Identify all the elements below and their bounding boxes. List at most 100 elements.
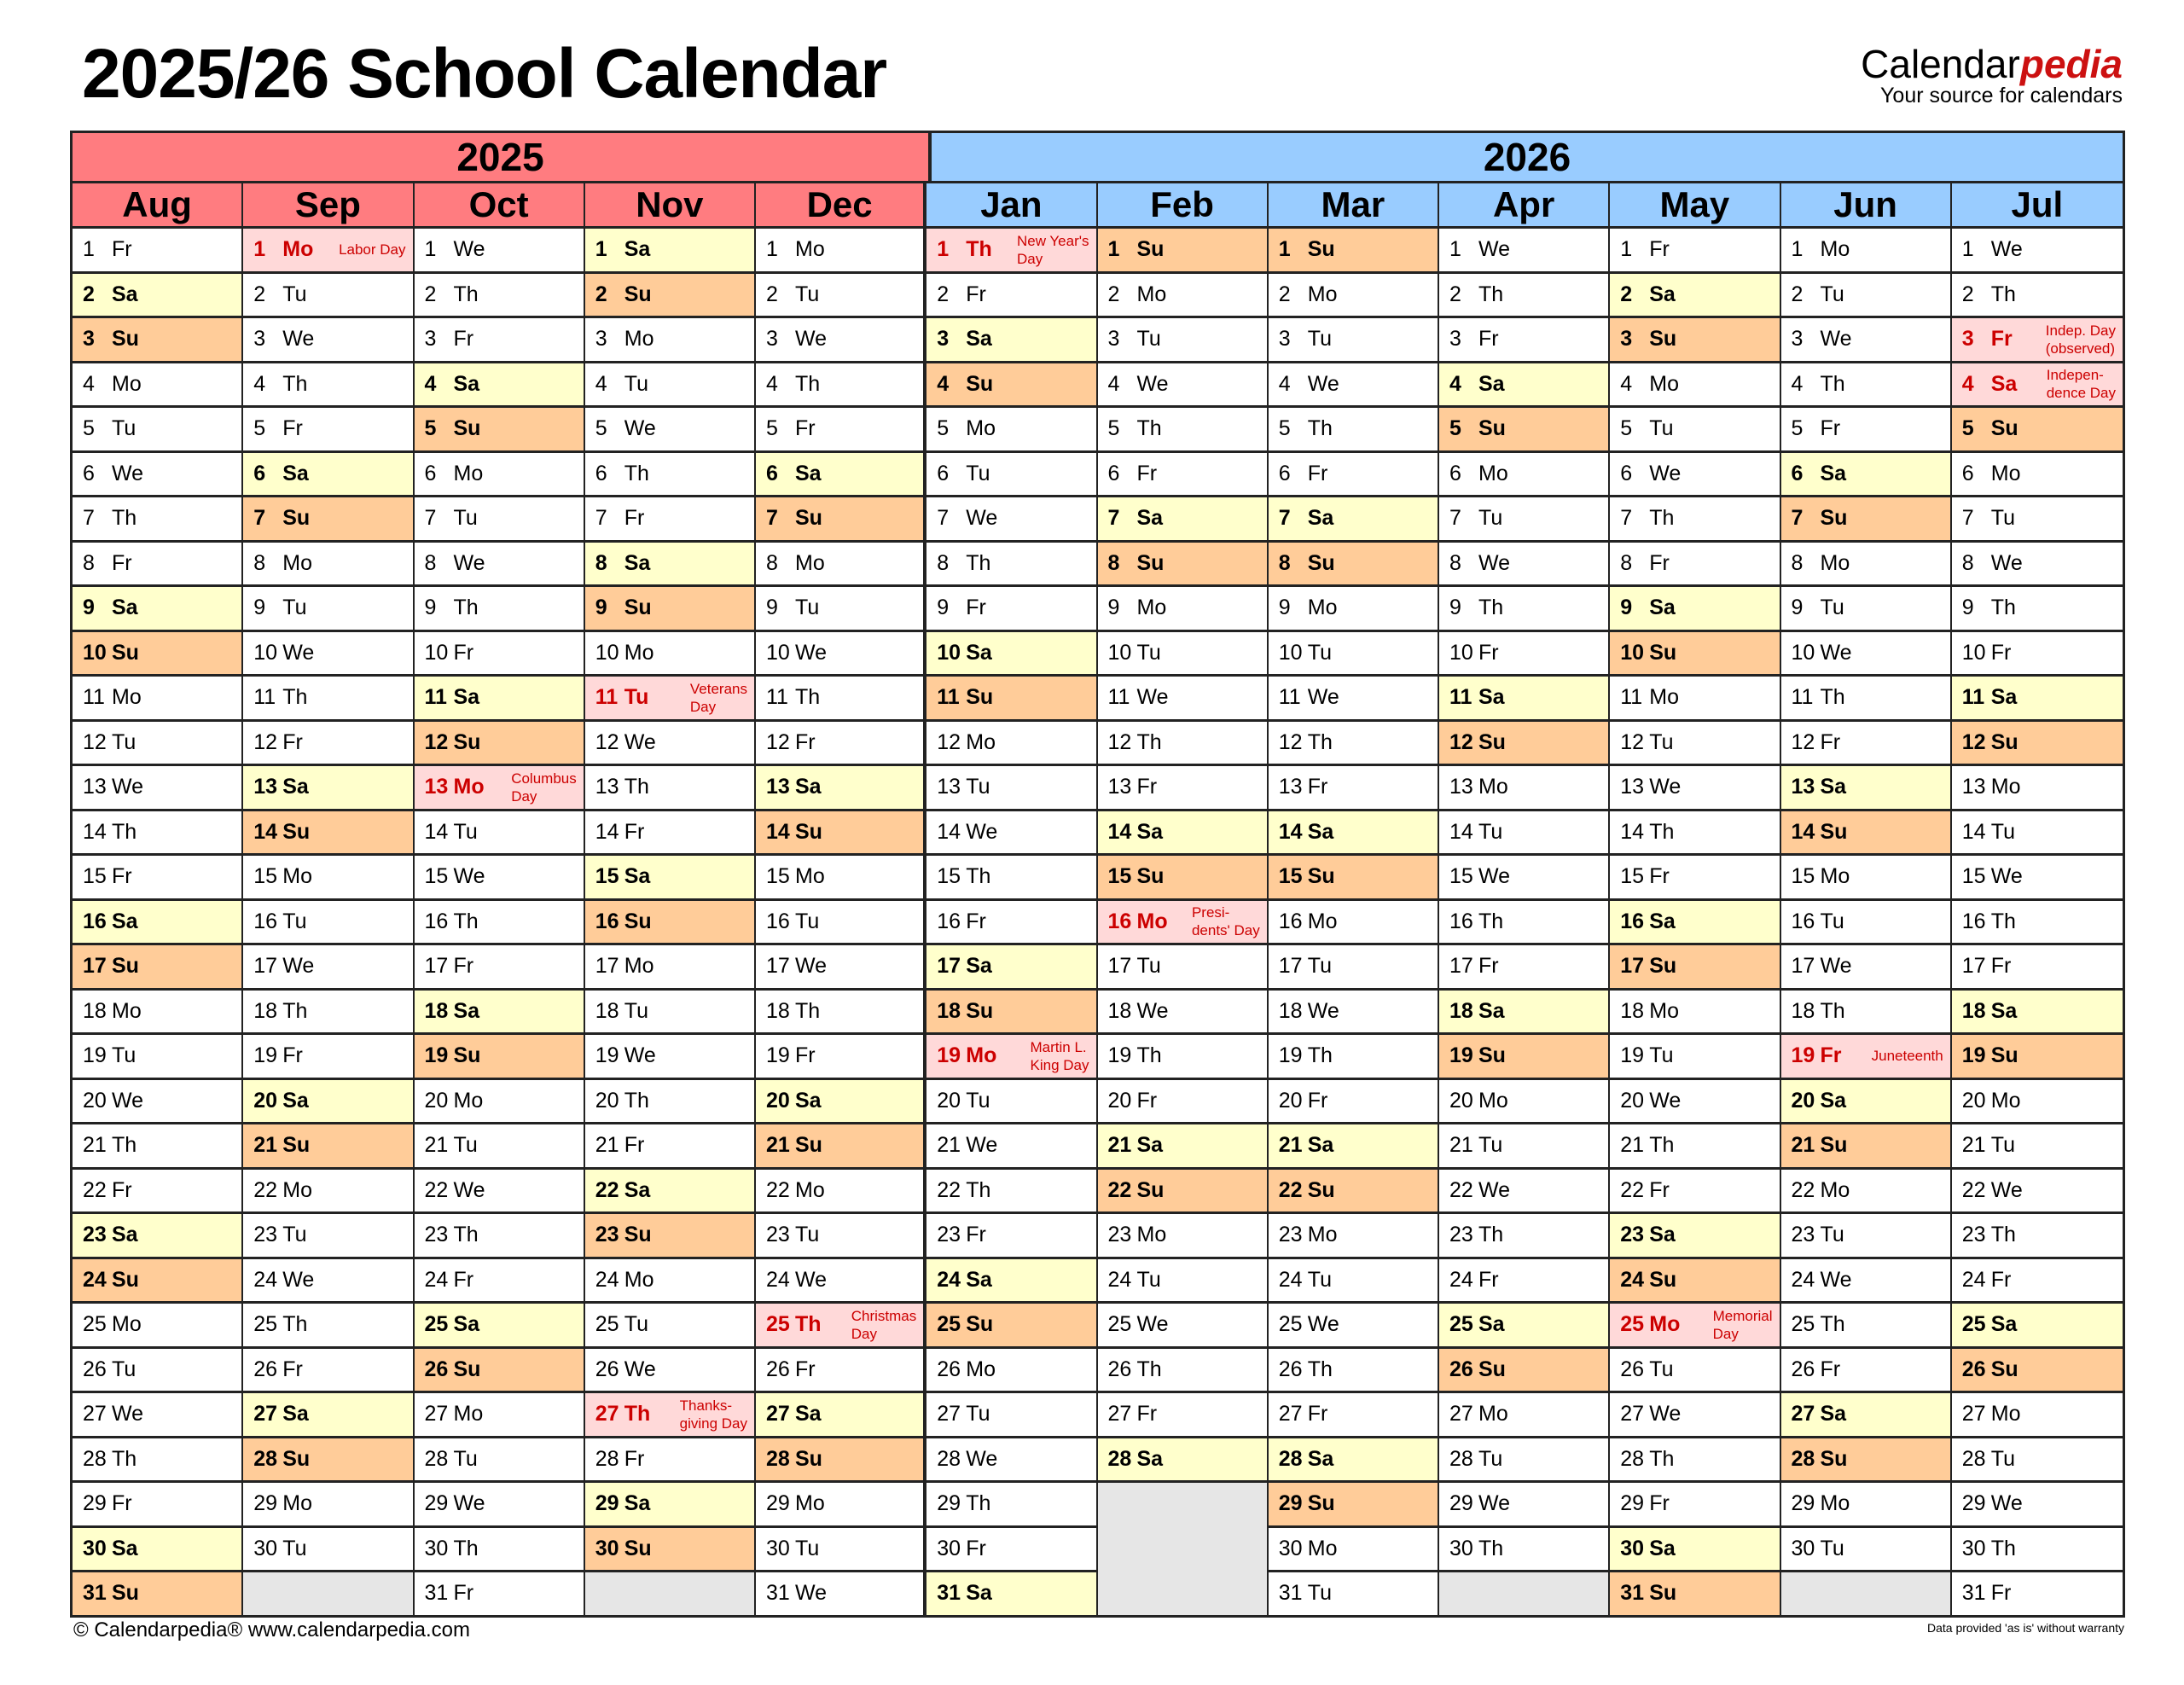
day-number: 26 [937, 1357, 961, 1381]
weekday-label: Su [795, 1446, 822, 1471]
day-cell: 25 We [1097, 1304, 1267, 1349]
day-cell: 24 Mo [584, 1259, 754, 1304]
day-number: 12 [1961, 729, 1986, 754]
day-number: 12 [253, 729, 278, 754]
day-cell: 6 Fr [1268, 453, 1438, 497]
day-number: 11 [1107, 685, 1130, 710]
day-cell: 20 Tu [926, 1080, 1096, 1124]
weekday-label: Mo [795, 237, 825, 262]
day-cell: 30 Fr [926, 1528, 1096, 1572]
day-cell: 9 Sa [1610, 587, 1780, 632]
day-cell: 1 Su [1268, 229, 1438, 274]
weekday-label: We [1820, 327, 1852, 352]
weekday-label: Sa [1136, 506, 1164, 531]
weekday-label: Sa [453, 1312, 480, 1337]
day-number: 4 [595, 371, 607, 396]
weekday-label: Mo [1136, 1223, 1167, 1247]
day-cell: 25 Th [243, 1304, 413, 1349]
weekday-label: Tu [1990, 819, 2015, 844]
weekday-label: Mo [1820, 237, 1850, 262]
weekday-label: We [1307, 371, 1339, 396]
day-cell: 2 Su [584, 273, 754, 318]
day-number: 27 [253, 1402, 278, 1426]
empty-cell [584, 1572, 754, 1615]
day-number: 20 [1620, 1088, 1645, 1113]
day-number: 3 [1620, 327, 1633, 352]
day-number: 18 [83, 998, 107, 1023]
weekday-label: Fr [453, 954, 474, 979]
day-number: 29 [424, 1491, 449, 1516]
day-cell: 15 We [1439, 856, 1609, 901]
weekday-label: Fr [1478, 327, 1499, 352]
weekday-label: Fr [453, 1267, 474, 1292]
day-cell: 13 Sa [756, 766, 924, 811]
weekday-label: Fr [966, 909, 986, 933]
holiday-day-cell: 4 Sa Indepen- dence Day [1951, 363, 2123, 408]
day-cell: 4 Mo [73, 363, 242, 408]
day-cell: 21 Tu [1439, 1124, 1609, 1170]
weekday-label: Th [624, 1402, 651, 1426]
weekday-label: We [1649, 461, 1682, 485]
day-cell: 21 Su [243, 1124, 413, 1170]
month-header: Aug [73, 183, 242, 229]
day-number: 30 [1791, 1536, 1815, 1560]
day-number: 17 [766, 954, 790, 979]
day-cell: 23 Tu [1780, 1214, 1950, 1259]
weekday-label: Th [1649, 1446, 1675, 1471]
weekday-label: We [1990, 864, 2023, 889]
weekday-label: Su [112, 640, 139, 665]
day-number: 27 [1961, 1402, 1986, 1426]
weekday-label: Fr [282, 1357, 303, 1381]
day-number: 3 [1278, 327, 1291, 352]
day-number: 30 [1278, 1536, 1303, 1560]
day-number: 24 [83, 1267, 107, 1292]
weekday-label: Fr [1307, 1088, 1328, 1113]
day-number: 24 [1620, 1267, 1645, 1292]
day-cell: 27 Sa [243, 1393, 413, 1438]
day-number: 16 [595, 909, 619, 933]
weekday-label: Sa [624, 1491, 651, 1516]
weekday-label: Tu [1136, 1267, 1161, 1292]
weekday-label: Su [1649, 1267, 1677, 1292]
weekday-label: Th [1478, 282, 1504, 306]
day-number: 30 [1620, 1536, 1645, 1560]
weekday-label: Th [1136, 729, 1162, 754]
day-cell: 19 Su [1951, 1035, 2123, 1080]
month-column-jan: Jan 1 Th New Year's Day 2 Fr 3 Sa 4 Su 5 Mo 6 Tu 7 We 8 T… [926, 183, 1098, 1615]
day-cell: 11 Su [926, 677, 1096, 722]
day-number: 17 [1620, 954, 1645, 979]
day-cell: 24 We [243, 1259, 413, 1304]
day-cell: 2 Tu [1780, 274, 1950, 318]
weekday-label: Tu [1307, 1267, 1332, 1292]
day-number: 3 [83, 327, 95, 352]
weekday-label: Su [1649, 1581, 1677, 1606]
day-number: 30 [595, 1536, 619, 1560]
day-cell: 12 Tu [1610, 722, 1780, 766]
weekday-label: Fr [795, 729, 816, 754]
day-number: 10 [937, 640, 961, 665]
day-number: 19 [253, 1043, 278, 1068]
day-cell: 9 Th [414, 587, 584, 632]
day-number: 15 [424, 864, 449, 889]
day-number: 30 [253, 1536, 278, 1560]
day-cell: 16 Su [584, 900, 754, 945]
day-number: 23 [424, 1223, 449, 1247]
day-number: 26 [83, 1357, 107, 1381]
day-number: 1 [424, 237, 437, 262]
weekday-label: Sa [1307, 1446, 1334, 1471]
weekday-label: Su [1307, 237, 1335, 262]
day-number: 13 [424, 775, 449, 799]
day-number: 8 [1961, 550, 1974, 575]
day-number: 31 [424, 1581, 449, 1606]
weekday-label: We [1307, 1312, 1339, 1337]
day-cell: 26 Mo [926, 1349, 1096, 1393]
day-number: 5 [1961, 416, 1974, 441]
day-cell: 25 Tu [584, 1304, 754, 1349]
day-number: 6 [1449, 461, 1461, 485]
weekday-label: Mo [795, 550, 825, 575]
day-cell: 18 Th [756, 991, 924, 1035]
day-cell: 27 Tu [926, 1393, 1096, 1438]
day-number: 23 [1449, 1223, 1473, 1247]
weekday-label: Su [624, 909, 652, 933]
day-number: 11 [253, 685, 276, 710]
